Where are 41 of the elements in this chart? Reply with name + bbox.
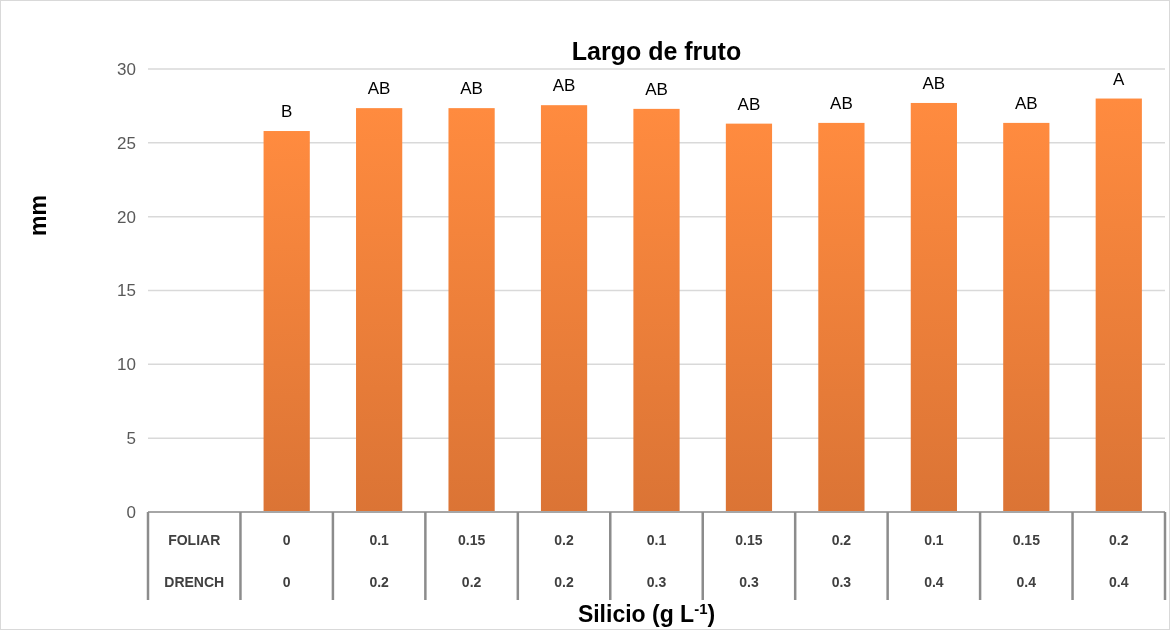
y-tick-label: 15: [117, 281, 136, 301]
category-label: 0.2 0.3: [831, 531, 852, 590]
category-label: 0.1 0.3: [646, 531, 667, 590]
y-tick-label: 30: [117, 59, 136, 79]
bar: [356, 108, 403, 512]
bar: [818, 122, 865, 512]
data-label: AB: [922, 73, 946, 93]
bar: [1095, 98, 1142, 512]
category-label: 0.1 0.4: [924, 531, 944, 590]
data-label: AB: [460, 79, 483, 99]
data-label: AB: [1014, 93, 1038, 113]
bar: [910, 102, 957, 512]
data-label: B: [281, 102, 293, 122]
data-label: AB: [552, 76, 576, 96]
bar: [263, 131, 310, 512]
data-label: AB: [830, 93, 853, 113]
data-label: AB: [645, 79, 668, 99]
y-tick-label: 20: [117, 207, 136, 227]
category-label: 0.1 0.2: [369, 531, 389, 590]
category-label: 0 0: [282, 531, 291, 590]
y-tick-label: 5: [126, 429, 136, 449]
y-tick-label: 0: [126, 502, 136, 522]
y-tick-label: 10: [117, 355, 136, 375]
category-label: 0.2 0.4: [1109, 531, 1129, 590]
data-label: A: [1113, 69, 1126, 89]
y-tick-label: 25: [117, 133, 136, 153]
bar: [633, 108, 680, 512]
category-label: 0.15 0.4: [1012, 531, 1040, 590]
category-label: 0.2 0.2: [554, 531, 574, 590]
x-axis-title: Silicio (g L$^{-1}$): [577, 599, 716, 627]
chart-title: Largo de fruto: [571, 37, 742, 65]
data-label: AB: [367, 79, 391, 99]
y-axis-title: mm: [25, 195, 51, 236]
bar: [725, 123, 773, 512]
data-label: AB: [737, 94, 761, 114]
bar: [540, 105, 588, 512]
category-label: FOLIAR DRENCH: [164, 531, 225, 590]
bar: [1003, 122, 1050, 512]
bar: [448, 108, 495, 512]
category-label: 0.15 0.2: [457, 531, 486, 590]
category-label: 0.15 0.3: [735, 531, 763, 590]
